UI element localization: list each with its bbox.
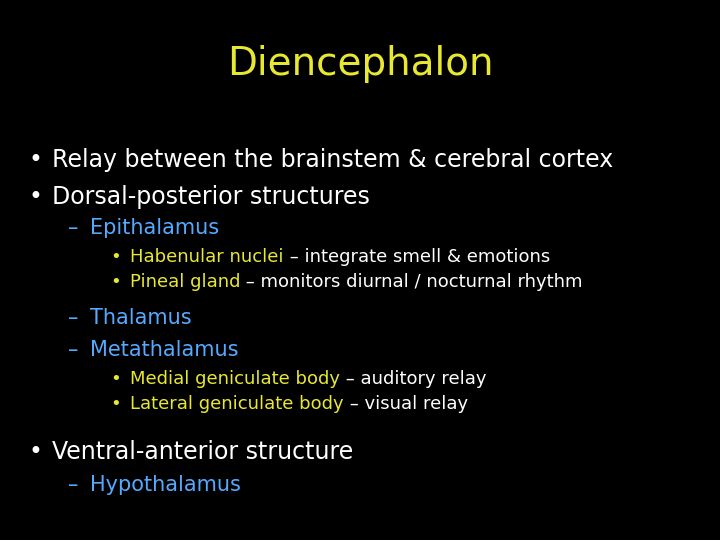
Text: •: • (110, 395, 121, 413)
Text: –: – (68, 218, 78, 238)
Text: –: – (68, 475, 78, 495)
Text: •: • (28, 148, 42, 172)
Text: Thalamus: Thalamus (90, 308, 192, 328)
Text: – auditory relay: – auditory relay (340, 370, 487, 388)
Text: Lateral geniculate body: Lateral geniculate body (130, 395, 343, 413)
Text: –: – (68, 340, 78, 360)
Text: •: • (110, 273, 121, 291)
Text: Medial geniculate body: Medial geniculate body (130, 370, 340, 388)
Text: •: • (110, 370, 121, 388)
Text: Dorsal-posterior structures: Dorsal-posterior structures (52, 185, 370, 209)
Text: •: • (28, 185, 42, 209)
Text: •: • (28, 440, 42, 464)
Text: Pineal gland: Pineal gland (130, 273, 240, 291)
Text: – integrate smell & emotions: – integrate smell & emotions (284, 248, 550, 266)
Text: Epithalamus: Epithalamus (90, 218, 219, 238)
Text: Habenular nuclei: Habenular nuclei (130, 248, 284, 266)
Text: Relay between the brainstem & cerebral cortex: Relay between the brainstem & cerebral c… (52, 148, 613, 172)
Text: Diencephalon: Diencephalon (227, 45, 493, 83)
Text: – monitors diurnal / nocturnal rhythm: – monitors diurnal / nocturnal rhythm (240, 273, 583, 291)
Text: Ventral-anterior structure: Ventral-anterior structure (52, 440, 354, 464)
Text: •: • (110, 248, 121, 266)
Text: Hypothalamus: Hypothalamus (90, 475, 241, 495)
Text: – visual relay: – visual relay (343, 395, 468, 413)
Text: Metathalamus: Metathalamus (90, 340, 238, 360)
Text: –: – (68, 308, 78, 328)
